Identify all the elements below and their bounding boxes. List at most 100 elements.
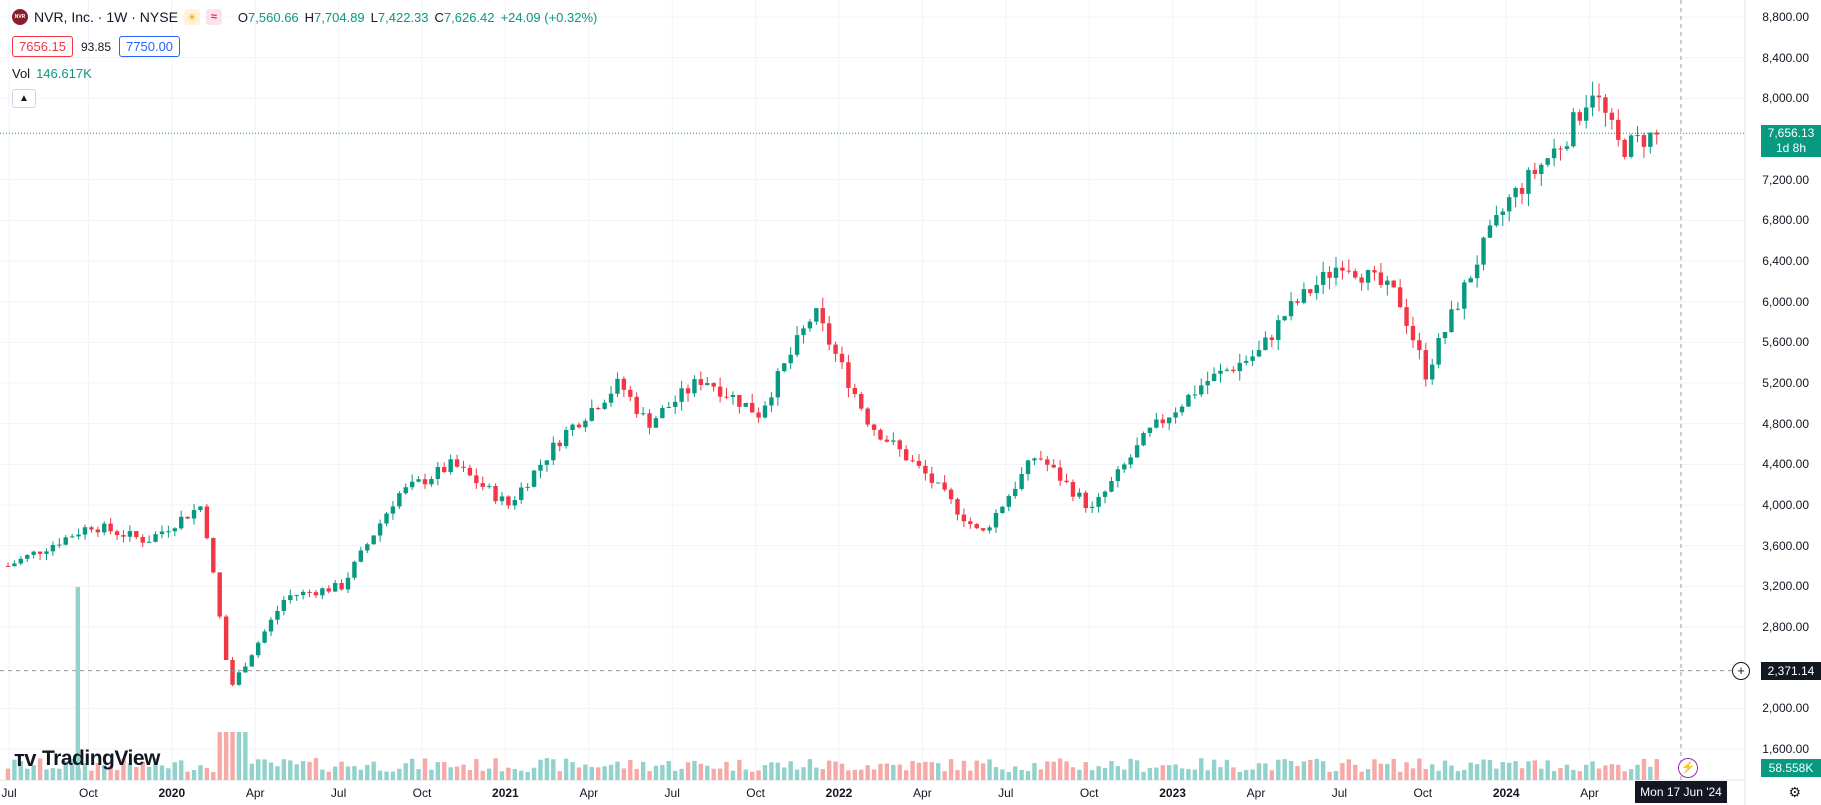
candle-body: [1288, 301, 1294, 317]
candle-body: [1494, 215, 1499, 226]
volume-bar: [377, 770, 383, 780]
volume-bar: [1462, 769, 1467, 780]
volume-bar: [121, 758, 126, 780]
symbol-title[interactable]: NVR, Inc. · 1W · NYSE: [34, 9, 178, 25]
candle-body: [1346, 270, 1352, 272]
candle-body: [737, 395, 742, 407]
candle-body: [1404, 307, 1409, 326]
candle-body: [1359, 277, 1364, 283]
data-status-icon[interactable]: ≈: [205, 9, 222, 25]
volume-bar: [1474, 764, 1480, 780]
candle-body: [230, 660, 235, 685]
candle-body: [25, 554, 30, 559]
candle-body: [307, 591, 312, 593]
add-alert-plus-icon[interactable]: +: [1732, 661, 1750, 680]
volume-bar: [153, 758, 158, 780]
collapse-legend-button[interactable]: ▲: [12, 89, 36, 108]
price-axis-label: 5,600.00: [1762, 335, 1809, 350]
volume-bar: [871, 769, 877, 780]
candle-body: [1102, 491, 1108, 497]
time-axis-label: 2023: [1159, 786, 1186, 800]
volume-bar: [1391, 758, 1396, 780]
volume-bar: [352, 766, 357, 780]
candle-body: [1032, 458, 1037, 461]
volume-bar: [371, 761, 376, 780]
sell-button[interactable]: 7656.15: [12, 36, 73, 57]
candle-body: [486, 486, 492, 488]
market-open-icon[interactable]: ☀: [183, 9, 200, 25]
open-label: O: [237, 9, 249, 25]
candle-body: [320, 588, 325, 596]
bid-ask-row: 7656.15 93.85 7750.00: [12, 36, 181, 57]
change-value: +24.09 (+0.32%): [500, 9, 598, 25]
close-value: 7,626.42: [443, 9, 495, 25]
volume-bar: [454, 766, 460, 780]
volume-bar: [1410, 768, 1416, 780]
volume-bar: [127, 763, 133, 780]
last-price-tag: 7,656.13 1d 8h: [1761, 125, 1821, 158]
volume-bar: [461, 764, 466, 780]
candle-body: [1077, 492, 1082, 497]
symbol-logo-icon[interactable]: NVR: [12, 9, 28, 25]
volume-bar: [1558, 768, 1563, 780]
candle-body: [1231, 369, 1236, 372]
volume-bar: [146, 766, 152, 780]
candle-body: [717, 386, 723, 397]
volume-bar: [1603, 765, 1608, 780]
volume-bar: [89, 770, 94, 780]
volume-bar: [185, 771, 190, 780]
volume-bar: [1353, 764, 1358, 780]
tradingview-logo[interactable]: ᴛᴠ TradingView: [14, 746, 160, 772]
price-axis-label: 8,800.00: [1762, 10, 1809, 24]
price-axis-label: 3,200.00: [1762, 579, 1809, 594]
candle-body: [1635, 135, 1640, 137]
volume-bar: [1288, 760, 1294, 780]
volume-bar: [923, 761, 928, 780]
volume-bar: [685, 762, 691, 780]
volume-value: 146.617K: [36, 66, 92, 81]
candle-body: [1603, 97, 1608, 113]
candle-body: [223, 616, 229, 661]
candle-body: [1276, 320, 1281, 341]
lightning-icon[interactable]: ⚡: [1678, 758, 1698, 778]
gear-icon[interactable]: ⚙: [1788, 784, 1801, 800]
volume-bar: [1224, 759, 1230, 780]
candle-body: [1507, 197, 1512, 212]
volume-bar: [801, 767, 806, 780]
buy-button[interactable]: 7750.00: [119, 36, 181, 57]
candle-body: [134, 531, 139, 538]
candle-body: [1622, 139, 1627, 157]
time-axis-label: Jul: [998, 786, 1014, 800]
candle-body: [852, 387, 858, 395]
volume-bar: [1539, 768, 1544, 780]
volume-bar: [339, 761, 344, 780]
candle-body: [993, 512, 999, 528]
candle-body: [493, 486, 498, 502]
volume-bar: [833, 761, 838, 780]
candle-body: [454, 459, 460, 467]
volume-bar: [442, 762, 447, 780]
volume-bar: [140, 761, 145, 780]
volume-legend[interactable]: Vol 146.617K: [12, 66, 92, 81]
volume-bar: [1134, 760, 1140, 780]
candle-body: [551, 442, 556, 461]
candle-body: [865, 408, 870, 425]
volume-bar: [409, 758, 415, 780]
candle-body: [775, 371, 781, 398]
chevron-up-icon: ▲: [19, 93, 29, 104]
volume-bar: [628, 759, 633, 780]
candle-body: [44, 551, 49, 554]
price-axis-label: 3,600.00: [1762, 538, 1809, 553]
volume-bar: [1494, 768, 1499, 780]
candle-body: [1096, 496, 1101, 507]
candle-body: [1134, 445, 1140, 458]
candle-body: [300, 591, 306, 596]
candle-body: [1019, 474, 1024, 489]
candle-body: [474, 475, 479, 484]
volume-bar: [1596, 768, 1602, 780]
volume-bar: [1038, 769, 1044, 780]
candle-body: [974, 524, 979, 529]
volume-bar: [159, 765, 165, 780]
candle-body: [236, 672, 242, 685]
